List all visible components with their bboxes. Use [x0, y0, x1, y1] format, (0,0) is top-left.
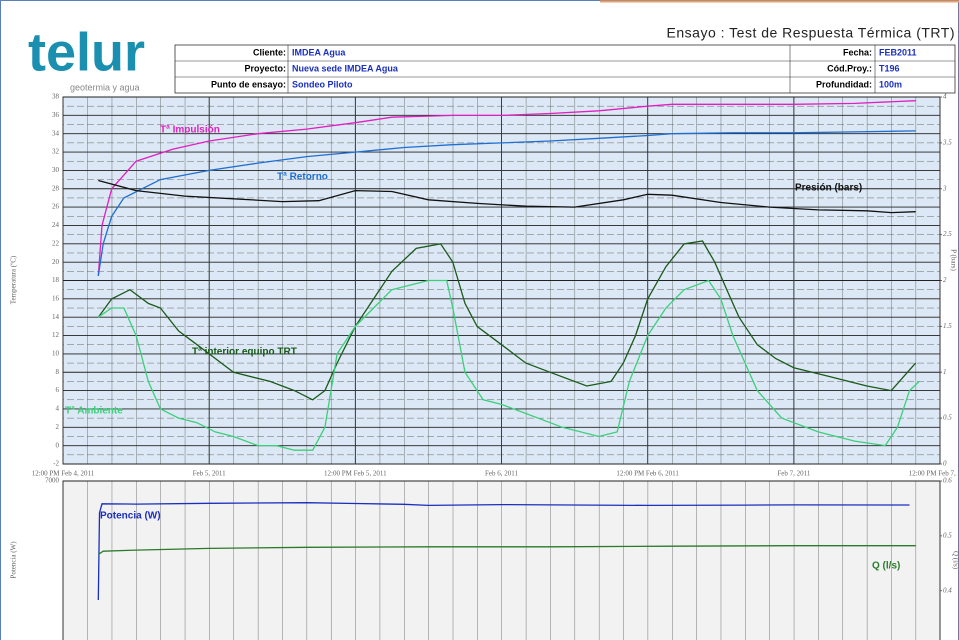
y-tick-label: 10 [52, 350, 60, 358]
y-tick-label: 16 [52, 294, 60, 302]
info-cell: Profundidad: [816, 79, 872, 89]
y-tick-label: 2 [56, 423, 60, 431]
y2-axis-label: P (bars) [949, 249, 957, 271]
logo: telur [28, 22, 145, 82]
y-tick-label: 4 [56, 405, 60, 413]
y2-tick-label: 4 [943, 93, 947, 101]
y2-tick-label: 3 [942, 184, 947, 192]
x-tick-label: Feb 7, 2011 [777, 470, 810, 478]
x-tick-label: Feb 5, 2011 [193, 470, 226, 478]
y-tick-label: 22 [52, 239, 60, 247]
y2-tick-label: 3.5 [942, 138, 952, 146]
series-line [97, 279, 920, 451]
info-cell: T196 [879, 63, 900, 73]
x-tick-label: 12:00 PM Feb 6, 2011 [616, 470, 679, 478]
series-label: Tª Impulsión [160, 125, 220, 136]
y-tick-label: 26 [52, 203, 60, 211]
y-tick-label: 20 [52, 258, 60, 266]
y2-tick-label: 1.5 [943, 322, 952, 330]
y-tick-label: 12 [52, 331, 60, 339]
y-tick-label: 38 [52, 93, 60, 101]
info-cell: IMDEA Agua [292, 47, 346, 57]
series-label: Potencia (W) [100, 511, 161, 522]
series-line [97, 100, 916, 276]
tagline: geotermia y agua [70, 82, 140, 92]
y-tick-label: 28 [52, 184, 60, 192]
y-tick-label: 34 [52, 129, 60, 137]
series-line [97, 240, 917, 401]
y-tick-label: 30 [52, 166, 60, 174]
y-tick-label: 0 [56, 441, 60, 449]
info-cell: 100m [879, 79, 902, 89]
x-tick-label: 12:00 PM Feb 5, 2011 [324, 470, 387, 478]
y-tick-label: 32 [52, 148, 60, 156]
x-tick-label: 12:00 PM Feb 7, 2011 [909, 470, 959, 478]
y-tick-label: 6 [56, 386, 60, 394]
y2-tick-label: 2.5 [943, 230, 952, 238]
series-line [97, 130, 916, 276]
y2-tick-label: 1 [943, 368, 947, 376]
y-tick-label: -2 [53, 460, 59, 468]
y2-tick-label: 0.5 [943, 414, 952, 422]
series-label: Q (l/s) [872, 561, 900, 572]
info-cell: Sondeo Piloto [292, 79, 353, 89]
x-tick-label: Feb 6, 2011 [485, 470, 518, 478]
info-cell: Cliente: [253, 47, 286, 57]
info-cell: Punto de ensayo: [211, 79, 286, 89]
y2-tick-label: 0.6 [943, 477, 952, 485]
info-cell: Nueva sede IMDEA Agua [292, 63, 399, 73]
info-cell: Fecha: [843, 47, 872, 57]
x-tick-label: 12:00 PM Feb 4, 2011 [32, 470, 95, 478]
y2-tick-label: 0.4 [943, 586, 952, 594]
y-tick-label: 36 [52, 111, 60, 119]
series-line [97, 545, 916, 556]
info-table [174, 44, 956, 94]
series-label: Tª Retorno [277, 172, 328, 183]
y2-tick-label: 0 [943, 460, 947, 468]
info-cell: FEB2011 [879, 47, 917, 57]
y-axis-label: Potencia (W) [10, 541, 18, 579]
y-tick-label: 18 [52, 276, 60, 284]
y-axis-label: Temperatura (ºC) [10, 255, 18, 304]
y-tick-label: 8 [56, 368, 60, 376]
series-line [98, 179, 916, 214]
series-label: Presión (bars) [795, 183, 862, 194]
info-cell: Cód.Proy.: [827, 63, 872, 73]
series-label: Tª Ambiente [65, 406, 123, 417]
y-tick-label: 24 [52, 221, 60, 229]
series-line [97, 502, 910, 601]
y2-tick-label: 2 [943, 276, 947, 284]
info-cell: Proyecto: [244, 63, 286, 73]
title: Ensayo : Test de Respuesta Térmica (TRT) [667, 25, 955, 41]
series-label: Tª interior equipo TRT [192, 347, 297, 358]
y2-tick-label: 0.5 [943, 531, 952, 539]
table-border [174, 44, 956, 94]
y-tick-label: 7000 [45, 477, 60, 485]
y-tick-label: 14 [52, 313, 60, 321]
y2-axis-label: Q (l/s) [951, 551, 959, 570]
minor-grid [63, 481, 940, 640]
